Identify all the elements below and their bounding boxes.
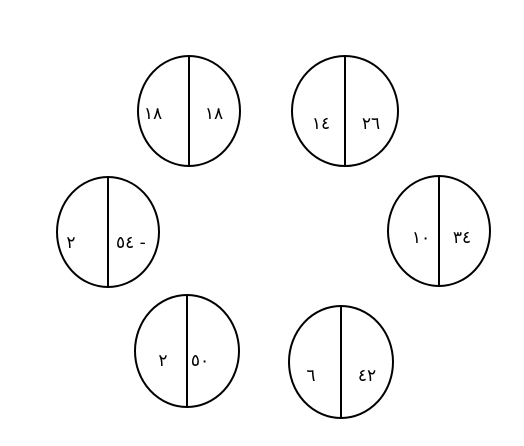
right-value: ٤٢ (358, 366, 376, 386)
right-value: ٢٦ (362, 114, 380, 134)
left-value: ٦ (306, 366, 315, 386)
split-circle-middle-left: ٥٤ - ٢ (56, 176, 160, 288)
split-circle-top-left: ١٨ ١٨ (137, 55, 241, 167)
split-circle-middle-right: ٣٤ ١٠ (387, 175, 491, 287)
split-circle-top-right: ٢٦ ١٤ (291, 55, 399, 167)
right-value: ٥٤ - (116, 233, 146, 253)
right-value: ١٨ (205, 104, 223, 124)
split-circle-bottom-left: ٥٠ ٢ (134, 294, 240, 408)
split-circle-bottom-right: ٤٢ ٦ (288, 305, 394, 419)
right-value: ٥٠ (191, 351, 209, 371)
left-value: ٢ (66, 233, 75, 253)
left-value: ١٨ (144, 104, 162, 124)
left-value: ٢ (158, 351, 167, 371)
left-value: ١٤ (312, 114, 330, 134)
right-value: ٣٤ (453, 228, 471, 248)
left-value: ١٠ (412, 228, 430, 248)
